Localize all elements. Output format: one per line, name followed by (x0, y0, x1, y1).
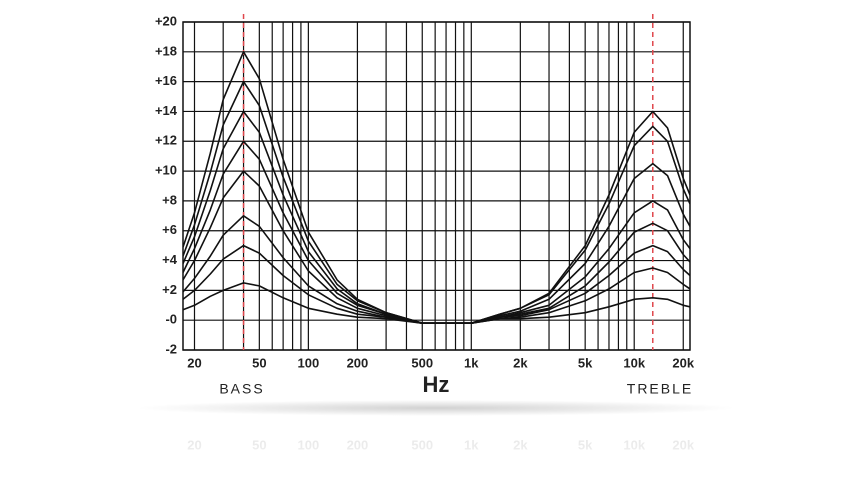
x-tick-label: 20 (187, 355, 201, 370)
y-tick-label: +16 (155, 73, 177, 88)
x-tick-label: 20k (672, 355, 694, 370)
x-tick-label: 10k (623, 355, 645, 370)
eq-curve (183, 282, 690, 324)
x-tick-label: 100 (298, 355, 320, 370)
x-tick-label: 1k (464, 355, 479, 370)
y-tick-label: +20 (155, 13, 177, 28)
y-tick-label: +10 (155, 163, 177, 178)
y-tick-label: +4 (162, 252, 178, 267)
x-tick-label: 500 (411, 355, 433, 370)
y-tick-label: +18 (155, 43, 177, 58)
x-tick-label: 50 (252, 355, 266, 370)
x-tick-label: 5k (578, 355, 593, 370)
x-tick-label: 2k (513, 355, 528, 370)
y-tick-label: +14 (155, 103, 178, 118)
annotation: TREBLE (627, 381, 693, 397)
reflection-fade (0, 415, 866, 500)
y-tick-label: -2 (165, 341, 177, 356)
x-axis-label: Hz (423, 372, 450, 397)
y-tick-label: +12 (155, 133, 177, 148)
y-tick-label: +8 (162, 192, 177, 207)
y-tick-label: +2 (162, 282, 177, 297)
y-tick-label: +6 (162, 222, 177, 237)
y-tick-label: -0 (165, 312, 177, 327)
annotation: BASS (219, 381, 264, 397)
x-tick-label: 200 (347, 355, 369, 370)
shadow (136, 400, 736, 416)
